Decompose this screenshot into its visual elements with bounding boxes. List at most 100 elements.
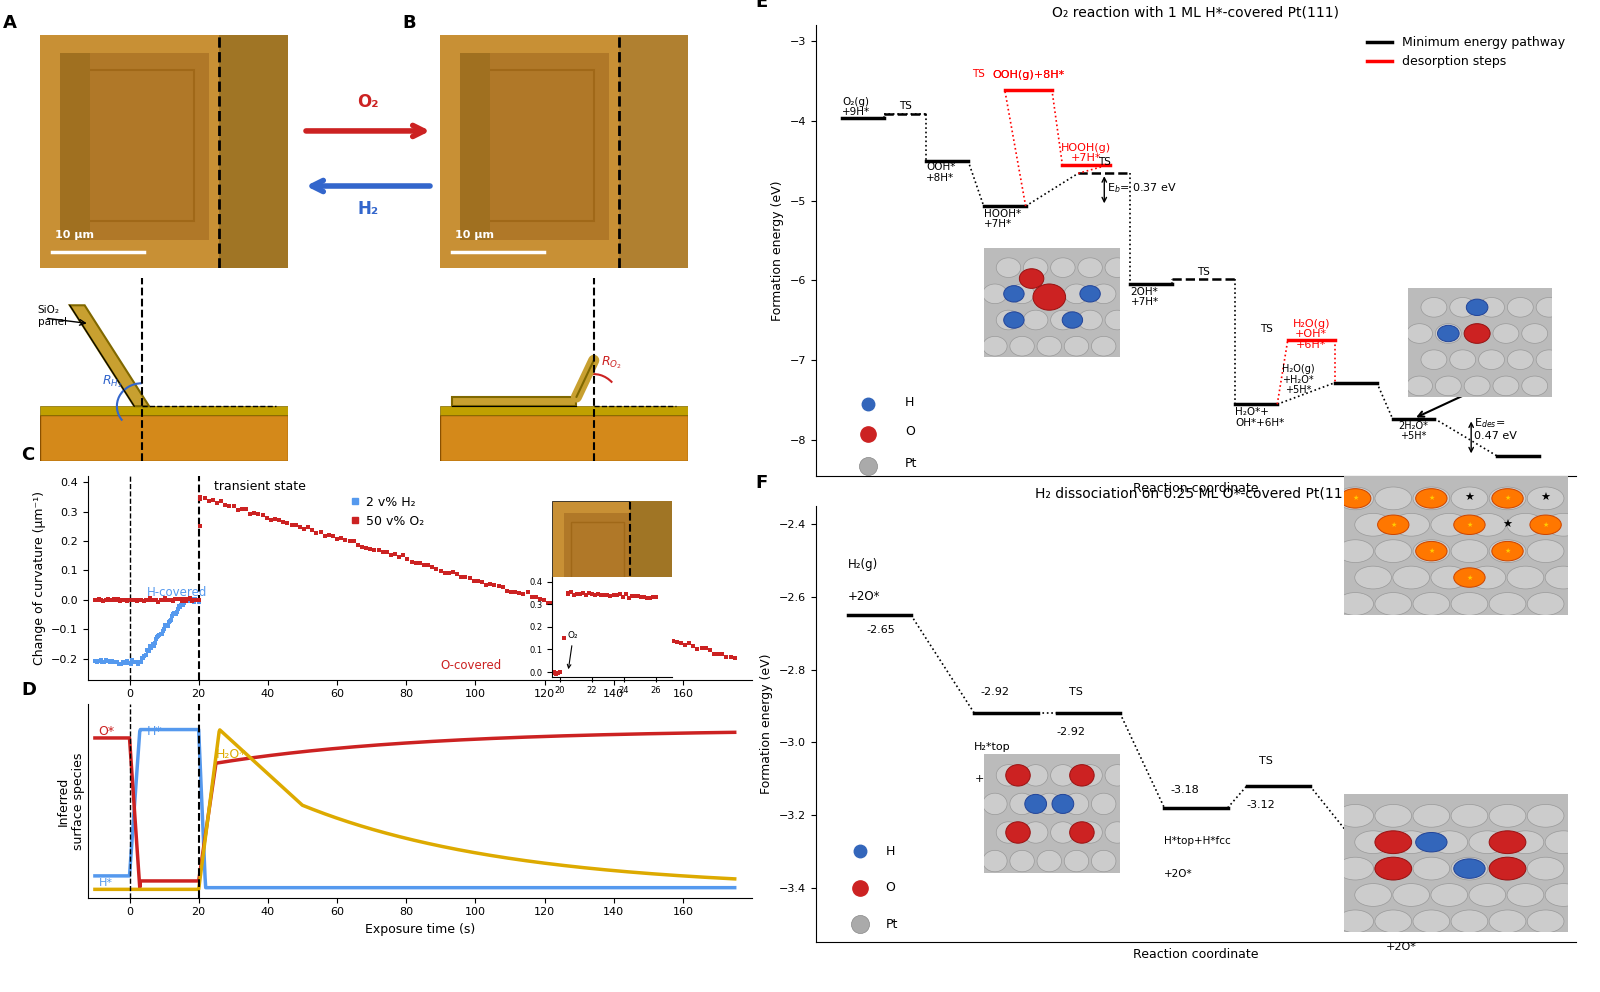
Text: ★: ★ bbox=[1352, 495, 1358, 501]
Text: O₂: O₂ bbox=[357, 93, 379, 111]
Circle shape bbox=[1416, 832, 1446, 852]
Point bbox=[312, 528, 338, 544]
Text: TS: TS bbox=[1197, 267, 1210, 277]
Point bbox=[416, 558, 442, 573]
Point bbox=[138, 639, 163, 655]
Point bbox=[122, 654, 147, 670]
Circle shape bbox=[1355, 831, 1392, 853]
Point bbox=[502, 583, 528, 599]
Circle shape bbox=[1394, 514, 1429, 536]
Point bbox=[182, 592, 208, 608]
Point bbox=[651, 629, 677, 645]
Point bbox=[296, 520, 322, 536]
Text: H*top+H*fcc: H*top+H*fcc bbox=[1165, 836, 1230, 846]
Point bbox=[557, 600, 582, 616]
Point bbox=[573, 608, 598, 624]
Point bbox=[152, 621, 178, 637]
Circle shape bbox=[1522, 323, 1547, 343]
Text: -3.12: -3.12 bbox=[1246, 800, 1275, 809]
Point bbox=[216, 498, 242, 514]
Bar bbox=[219, 35, 288, 268]
Point bbox=[144, 592, 170, 608]
Point bbox=[395, 551, 421, 566]
Point bbox=[221, 498, 246, 514]
Point bbox=[155, 614, 181, 630]
Point bbox=[163, 606, 189, 622]
Point bbox=[142, 635, 168, 651]
Circle shape bbox=[1374, 831, 1411, 853]
Circle shape bbox=[1006, 765, 1030, 786]
Point bbox=[155, 618, 181, 634]
Circle shape bbox=[1037, 794, 1061, 814]
Point bbox=[466, 572, 491, 588]
Point bbox=[178, 590, 203, 606]
Circle shape bbox=[1546, 514, 1582, 536]
Point bbox=[550, 630, 576, 646]
Bar bbox=[459, 54, 490, 240]
Text: SiO₂
panel: SiO₂ panel bbox=[37, 306, 67, 327]
Point bbox=[178, 590, 203, 606]
Circle shape bbox=[1528, 487, 1563, 510]
Point bbox=[187, 519, 213, 535]
Point bbox=[163, 603, 189, 619]
Point bbox=[149, 626, 174, 642]
Bar bbox=[563, 513, 630, 608]
Point bbox=[173, 591, 198, 607]
Point bbox=[565, 586, 590, 602]
Point bbox=[266, 513, 291, 529]
Circle shape bbox=[1430, 566, 1467, 589]
Point bbox=[286, 519, 312, 535]
Point bbox=[138, 590, 163, 606]
Text: 2H₂O*: 2H₂O* bbox=[1398, 421, 1429, 432]
Point bbox=[598, 587, 624, 603]
Point bbox=[528, 591, 554, 607]
Point bbox=[101, 591, 126, 607]
Point bbox=[200, 492, 226, 508]
Circle shape bbox=[1490, 831, 1526, 853]
Point bbox=[182, 592, 208, 608]
Point bbox=[614, 619, 640, 635]
Point bbox=[677, 635, 702, 651]
Point bbox=[634, 589, 659, 605]
Circle shape bbox=[1450, 350, 1475, 370]
Point bbox=[490, 579, 515, 595]
Point bbox=[518, 588, 544, 604]
Point bbox=[86, 653, 112, 669]
Text: A: A bbox=[3, 14, 16, 32]
Point bbox=[160, 606, 186, 622]
Point bbox=[131, 648, 157, 664]
X-axis label: Exposure time (s): Exposure time (s) bbox=[365, 923, 475, 936]
Circle shape bbox=[1451, 910, 1488, 932]
Circle shape bbox=[1374, 857, 1411, 880]
Point bbox=[701, 647, 726, 663]
Point bbox=[453, 569, 478, 585]
Text: +2O*: +2O* bbox=[848, 590, 880, 603]
Point bbox=[669, 635, 694, 651]
Circle shape bbox=[1507, 298, 1533, 317]
Circle shape bbox=[1546, 566, 1582, 589]
Point bbox=[341, 533, 366, 549]
Point bbox=[320, 528, 346, 544]
Text: +7H*: +7H* bbox=[1070, 154, 1101, 164]
Point bbox=[619, 588, 645, 604]
Circle shape bbox=[1051, 310, 1075, 329]
Circle shape bbox=[1091, 850, 1115, 872]
Point bbox=[144, 631, 170, 647]
Point bbox=[627, 624, 653, 640]
Point bbox=[107, 656, 133, 672]
Text: +5H*: +5H* bbox=[1285, 385, 1312, 395]
Circle shape bbox=[1070, 821, 1094, 843]
Circle shape bbox=[1546, 831, 1582, 853]
Point bbox=[714, 650, 739, 666]
Point bbox=[629, 589, 654, 605]
Circle shape bbox=[1546, 884, 1582, 907]
Point bbox=[424, 560, 450, 576]
Text: H₂O*: H₂O* bbox=[216, 748, 246, 761]
Point bbox=[208, 493, 234, 509]
Text: Pt: Pt bbox=[906, 457, 917, 470]
Point bbox=[378, 547, 403, 562]
Text: 10 μm: 10 μm bbox=[454, 229, 494, 239]
Circle shape bbox=[1469, 514, 1506, 536]
Circle shape bbox=[1378, 515, 1410, 535]
Point bbox=[126, 592, 152, 608]
